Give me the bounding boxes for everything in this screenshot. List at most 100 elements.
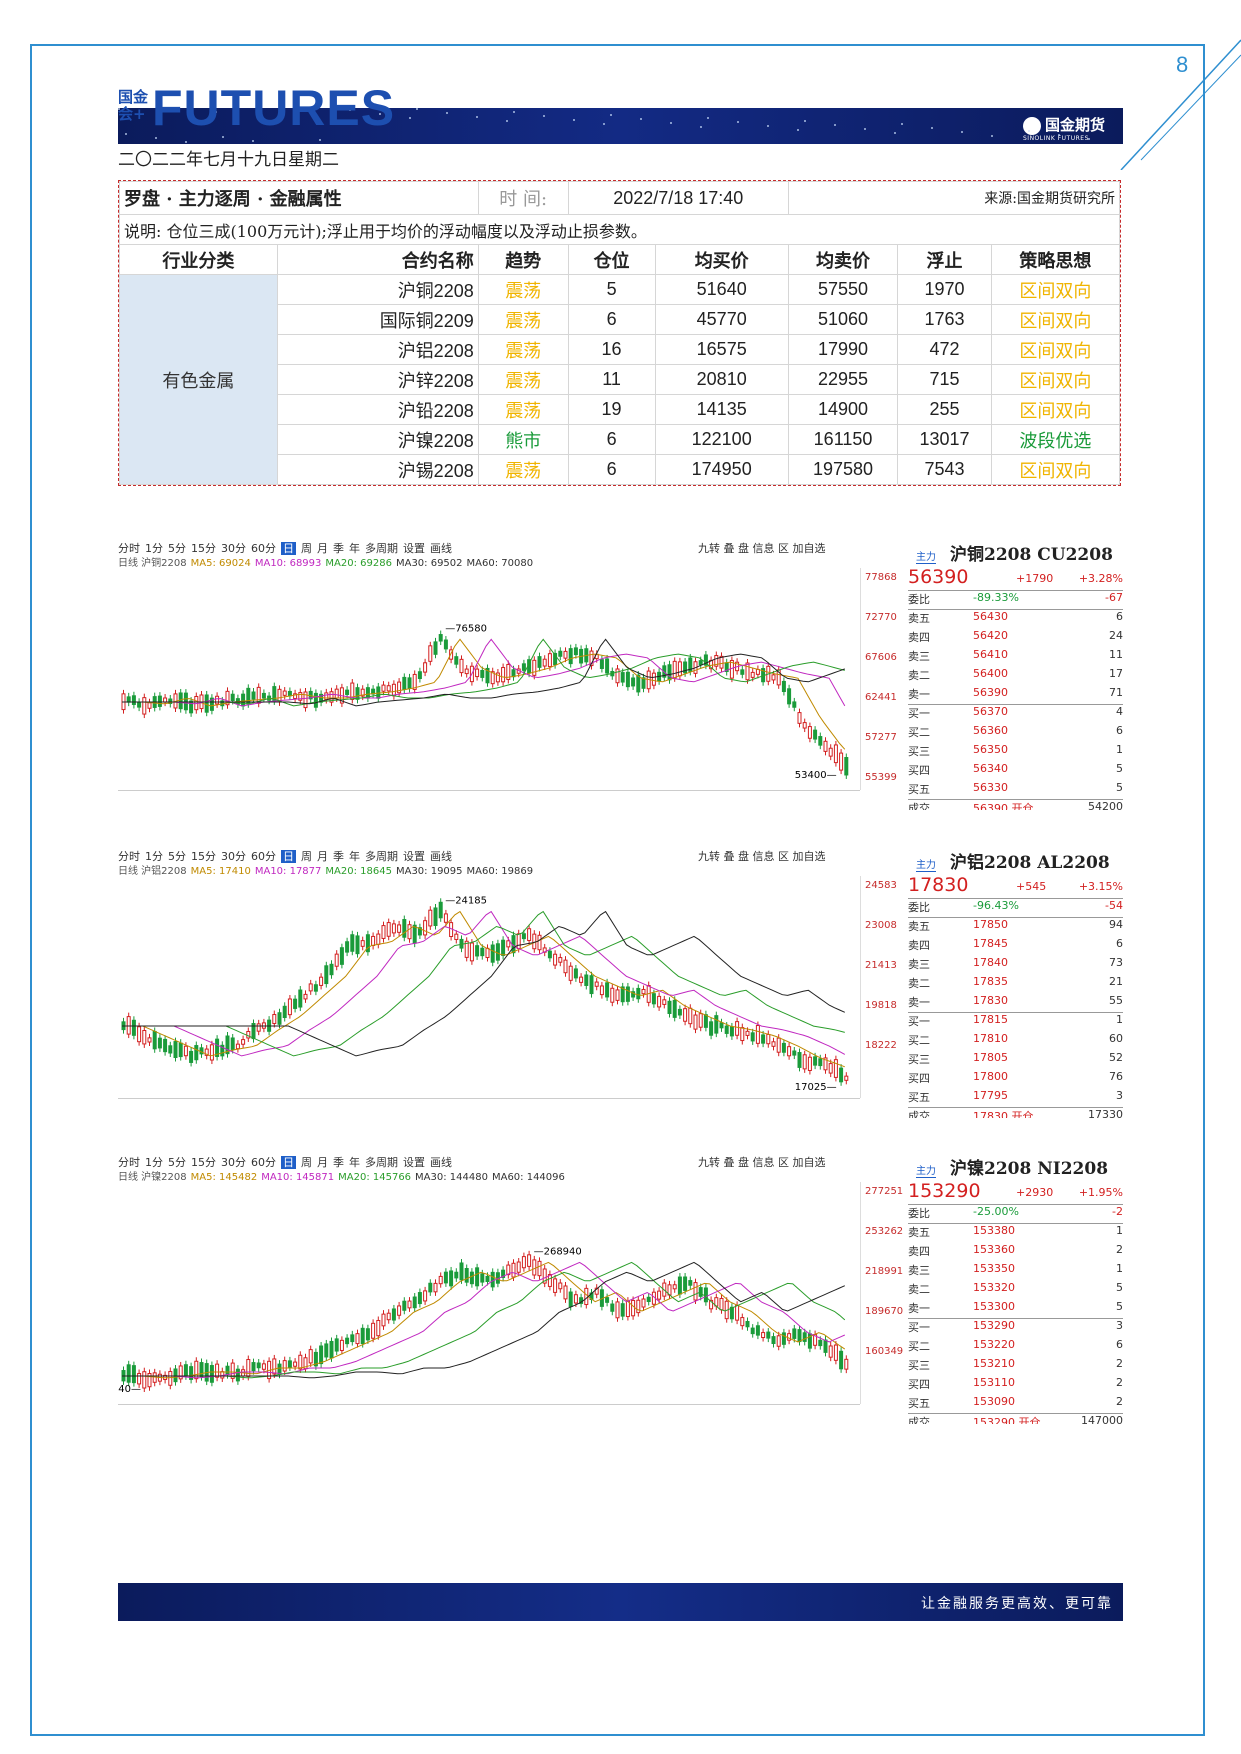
chart-tools[interactable]: 九转 叠 盘 信息 区 加自选 bbox=[698, 1156, 826, 1169]
orderbook-cell: 3 bbox=[1116, 1089, 1123, 1102]
candle bbox=[209, 1044, 214, 1061]
candle bbox=[443, 639, 448, 650]
period-tab[interactable]: 60分 bbox=[251, 850, 276, 863]
period-tab[interactable]: 多周期 bbox=[365, 850, 398, 863]
candle bbox=[594, 981, 599, 987]
candle bbox=[781, 680, 786, 693]
chart-tools[interactable]: 九转 叠 盘 信息 区 加自选 bbox=[698, 542, 826, 555]
ma-line bbox=[122, 1261, 846, 1379]
candle bbox=[662, 999, 667, 1005]
banner-star bbox=[640, 118, 642, 120]
period-tab[interactable]: 1分 bbox=[145, 850, 163, 863]
orderbook-cell: 4 bbox=[1116, 705, 1123, 718]
candle bbox=[225, 690, 230, 706]
period-tab[interactable]: 月 bbox=[317, 542, 328, 555]
banner-star bbox=[543, 115, 545, 117]
candle bbox=[350, 682, 355, 700]
period-tab[interactable]: 30分 bbox=[221, 850, 246, 863]
period-tab[interactable]: 15分 bbox=[191, 850, 216, 863]
period-tab[interactable]: 分时 bbox=[118, 850, 140, 863]
period-tab[interactable]: 多周期 bbox=[365, 1156, 398, 1169]
candle bbox=[755, 1325, 760, 1336]
candle bbox=[740, 669, 745, 675]
candle bbox=[636, 674, 641, 693]
period-tab[interactable]: 年 bbox=[349, 850, 360, 863]
orderbook-cell: 56390 bbox=[973, 686, 1008, 699]
main-contract-tag[interactable]: 主力 bbox=[916, 860, 936, 872]
chart-tools[interactable]: 九转 叠 盘 信息 区 加自选 bbox=[698, 850, 826, 863]
candle bbox=[308, 983, 313, 992]
period-tab[interactable]: 60分 bbox=[251, 542, 276, 555]
banner-star bbox=[1028, 130, 1030, 132]
period-tab[interactable]: 画线 bbox=[430, 1156, 452, 1169]
period-tab[interactable]: 设置 bbox=[403, 850, 425, 863]
candle bbox=[319, 1345, 324, 1365]
candle bbox=[797, 1329, 802, 1343]
period-tab[interactable]: 设置 bbox=[403, 1156, 425, 1169]
main-contract-tag[interactable]: 主力 bbox=[916, 1166, 936, 1178]
period-tab[interactable]: 年 bbox=[349, 1156, 360, 1169]
price-value: 153290 bbox=[908, 1180, 981, 1202]
candle bbox=[693, 1282, 698, 1301]
period-tab[interactable]: 30分 bbox=[221, 1156, 246, 1169]
candle bbox=[568, 648, 573, 665]
candle bbox=[298, 1354, 303, 1370]
candle bbox=[194, 1045, 199, 1061]
period-tab[interactable]: 5分 bbox=[168, 542, 186, 555]
period-tab[interactable]: 月 bbox=[317, 850, 328, 863]
period-tab[interactable]: 设置 bbox=[403, 542, 425, 555]
candle bbox=[527, 1254, 532, 1267]
period-tab[interactable]: 5分 bbox=[168, 850, 186, 863]
period-tab[interactable]: 季 bbox=[333, 542, 344, 555]
table-cell: 20810 bbox=[654, 364, 789, 395]
period-tab[interactable]: 周 bbox=[301, 542, 312, 555]
period-tab[interactable]: 1分 bbox=[145, 542, 163, 555]
period-tab[interactable]: 15分 bbox=[191, 1156, 216, 1169]
period-tab[interactable]: 1分 bbox=[145, 1156, 163, 1169]
candle bbox=[485, 667, 490, 684]
period-tab[interactable]: 60分 bbox=[251, 1156, 276, 1169]
period-tab[interactable]: 5分 bbox=[168, 1156, 186, 1169]
period-tab[interactable]: 日 bbox=[281, 1156, 296, 1169]
main-contract-tag[interactable]: 主力 bbox=[916, 552, 936, 564]
ma-line bbox=[122, 638, 846, 750]
candle bbox=[433, 907, 438, 927]
period-tab[interactable]: 日 bbox=[281, 850, 296, 863]
candle bbox=[698, 1287, 703, 1297]
candle bbox=[703, 654, 708, 666]
table-row: 沪锌2208 震荡 11 20810 22955 715 区间双向 bbox=[120, 364, 1121, 395]
period-tab[interactable]: 30分 bbox=[221, 542, 246, 555]
orderbook-row: 卖五 56430 6 bbox=[908, 609, 1123, 628]
candle bbox=[771, 674, 776, 681]
candle bbox=[480, 947, 485, 957]
high-annotation: —268940 bbox=[534, 1246, 582, 1257]
period-tab[interactable]: 季 bbox=[333, 1156, 344, 1169]
period-tab[interactable]: 月 bbox=[317, 1156, 328, 1169]
candle bbox=[813, 1056, 818, 1066]
candle bbox=[781, 1332, 786, 1345]
orderbook-row: 成交 56390 开仓 54200 bbox=[908, 799, 1123, 810]
candle bbox=[163, 697, 168, 703]
period-tab[interactable]: 分时 bbox=[118, 542, 140, 555]
period-tab[interactable]: 日 bbox=[281, 542, 296, 555]
candle bbox=[537, 934, 542, 951]
candle bbox=[298, 989, 303, 1008]
period-tab[interactable]: 15分 bbox=[191, 542, 216, 555]
period-tab[interactable]: 分时 bbox=[118, 1156, 140, 1169]
period-tab[interactable]: 周 bbox=[301, 1156, 312, 1169]
period-tab[interactable]: 多周期 bbox=[365, 542, 398, 555]
table-cell: 122100 bbox=[654, 424, 789, 455]
candle bbox=[631, 991, 636, 998]
orderbook-cell: 买一 bbox=[908, 707, 930, 720]
candle bbox=[589, 975, 594, 995]
period-tab[interactable]: 周 bbox=[301, 850, 312, 863]
period-tab[interactable]: 年 bbox=[349, 542, 360, 555]
period-tab[interactable]: 画线 bbox=[430, 542, 452, 555]
orderbook-cell: 卖三 bbox=[908, 650, 930, 663]
candle bbox=[287, 1360, 292, 1368]
period-tab[interactable]: 季 bbox=[333, 850, 344, 863]
orderbook-cell: 56390 开仓 bbox=[973, 802, 1034, 810]
ma-value: 日线 沪铜2208 bbox=[118, 558, 187, 569]
period-tab[interactable]: 画线 bbox=[430, 850, 452, 863]
candle bbox=[324, 1343, 329, 1358]
